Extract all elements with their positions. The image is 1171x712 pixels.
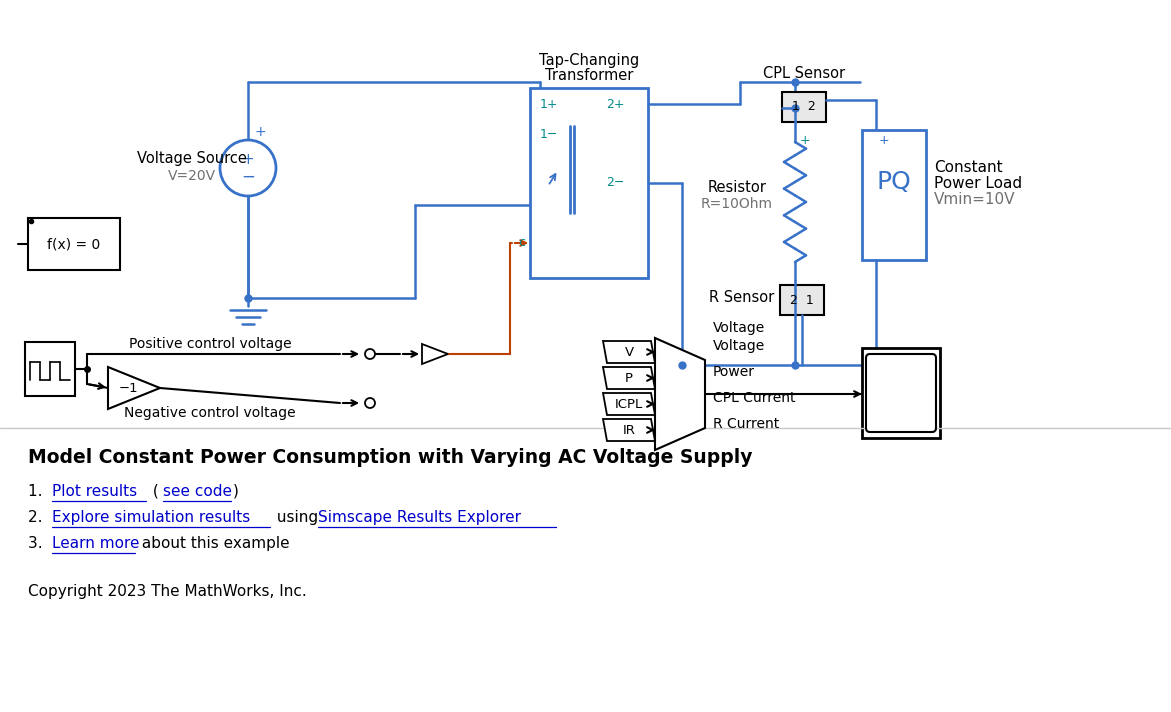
Text: Power: Power: [713, 365, 755, 379]
Text: Transformer: Transformer: [545, 68, 634, 83]
Text: Tap-Changing: Tap-Changing: [539, 53, 639, 68]
Text: Power Load: Power Load: [934, 177, 1022, 192]
Bar: [782, 92, 826, 122]
Text: ICPL: ICPL: [615, 397, 643, 411]
Text: 2  1: 2 1: [790, 293, 814, 306]
Bar: [25, 342, 75, 396]
Text: R Current: R Current: [713, 417, 779, 431]
Bar: [862, 130, 926, 260]
Text: Negative control voltage: Negative control voltage: [124, 406, 296, 420]
Text: Vmin=10V: Vmin=10V: [934, 192, 1015, 207]
Text: V: V: [624, 345, 634, 359]
Text: +: +: [800, 134, 810, 147]
Text: 1−: 1−: [540, 127, 559, 140]
Text: f(x) = 0: f(x) = 0: [47, 237, 101, 251]
Text: +: +: [241, 152, 254, 167]
Text: −1: −1: [118, 382, 138, 394]
Text: +: +: [878, 134, 889, 147]
Text: see code: see code: [163, 484, 232, 499]
Text: R Sensor: R Sensor: [708, 290, 774, 305]
Text: V=20V: V=20V: [167, 169, 217, 183]
Bar: [862, 348, 940, 438]
Circle shape: [365, 349, 375, 359]
Text: Learn more: Learn more: [52, 536, 139, 551]
Polygon shape: [655, 338, 705, 450]
Text: 2−: 2−: [607, 177, 624, 189]
Polygon shape: [422, 344, 448, 364]
Polygon shape: [603, 367, 655, 389]
Text: 1  2: 1 2: [792, 100, 816, 113]
Text: Positive control voltage: Positive control voltage: [129, 337, 292, 351]
Polygon shape: [603, 341, 655, 363]
Text: Voltage: Voltage: [713, 339, 766, 353]
Text: R=10Ohm: R=10Ohm: [701, 197, 773, 211]
Text: Plot results: Plot results: [52, 484, 137, 499]
Text: Model Constant Power Consumption with Varying AC Voltage Supply: Model Constant Power Consumption with Va…: [28, 448, 753, 467]
Bar: [530, 88, 648, 278]
Text: using: using: [272, 510, 323, 525]
Text: 2+: 2+: [607, 98, 624, 110]
Text: Resistor: Resistor: [707, 181, 767, 196]
Text: 2.: 2.: [28, 510, 47, 525]
FancyBboxPatch shape: [867, 354, 936, 432]
Text: IR: IR: [623, 424, 636, 436]
Text: Simscape Results Explorer: Simscape Results Explorer: [319, 510, 521, 525]
Text: 1.: 1.: [28, 484, 47, 499]
Text: (: (: [148, 484, 159, 499]
Text: c: c: [518, 236, 525, 249]
Text: PQ: PQ: [877, 170, 911, 194]
Text: Voltage Source: Voltage Source: [137, 150, 247, 165]
Text: +: +: [254, 125, 266, 139]
Text: Copyright 2023 The MathWorks, Inc.: Copyright 2023 The MathWorks, Inc.: [28, 584, 307, 599]
Bar: [780, 285, 824, 315]
Text: Constant: Constant: [934, 160, 1002, 175]
Text: CPL Current: CPL Current: [713, 391, 795, 405]
Text: P: P: [625, 372, 634, 384]
Text: ): ): [233, 484, 239, 499]
Circle shape: [220, 140, 276, 196]
Text: −: −: [241, 168, 255, 186]
Text: CPL Sensor: CPL Sensor: [763, 66, 845, 81]
Polygon shape: [603, 419, 655, 441]
Text: 3.: 3.: [28, 536, 48, 551]
Text: Voltage: Voltage: [713, 321, 766, 335]
Text: 1+: 1+: [540, 98, 559, 110]
Circle shape: [365, 398, 375, 408]
Bar: [28, 218, 119, 270]
Polygon shape: [108, 367, 160, 409]
Polygon shape: [603, 393, 655, 415]
Text: about this example: about this example: [137, 536, 289, 551]
Text: Explore simulation results: Explore simulation results: [52, 510, 251, 525]
